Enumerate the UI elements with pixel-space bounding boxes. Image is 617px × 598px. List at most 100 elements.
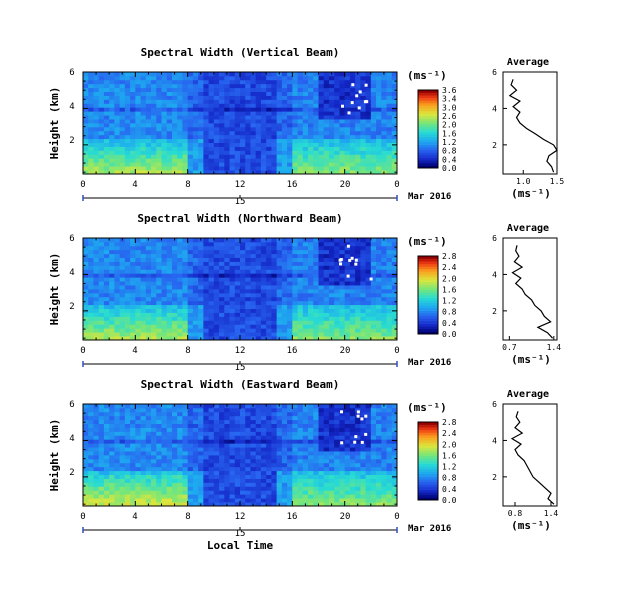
- heatmap-cell: [140, 502, 147, 507]
- heatmap-cell: [287, 107, 293, 112]
- heatmap-cell: [339, 447, 346, 452]
- heatmap-cell: [255, 257, 262, 262]
- heatmap-cell: [166, 336, 173, 341]
- heatmap-cell: [219, 466, 225, 472]
- heatmap-cell: [255, 320, 262, 325]
- heatmap-cell: [114, 419, 121, 425]
- heatmap-cell: [130, 490, 136, 495]
- heatmap-cell: [224, 407, 230, 413]
- heatmap-cell: [386, 245, 393, 251]
- heatmap-cell: [192, 253, 199, 259]
- heatmap-cell: [234, 439, 241, 444]
- colorbar-frame: [417, 89, 439, 169]
- heatmap-cell: [156, 150, 162, 155]
- heatmap-cell: [255, 170, 262, 175]
- heatmap-cell: [229, 304, 236, 310]
- heatmap-cell: [260, 443, 267, 448]
- heatmap-cell: [156, 115, 162, 120]
- heatmap-cell: [386, 119, 393, 124]
- heatmap-cell: [344, 312, 351, 317]
- heatmap-cell: [245, 455, 251, 460]
- heatmap-cell: [192, 470, 199, 476]
- heatmap-cell: [219, 407, 225, 413]
- heatmap-cell: [234, 115, 241, 120]
- heatmap-cell: [287, 273, 293, 278]
- heatmap-cell: [166, 158, 173, 163]
- heatmap-cell: [234, 269, 241, 274]
- heatmap-cell: [219, 431, 225, 436]
- heatmap-cell: [103, 443, 110, 448]
- heatmap-cell: [255, 316, 262, 321]
- heatmap-cell: [177, 423, 183, 428]
- heatmap-cell: [365, 304, 372, 310]
- heatmap-cell: [240, 79, 246, 85]
- heatmap-cell: [109, 451, 115, 456]
- heatmap-cell: [119, 324, 126, 329]
- heatmap-cell: [391, 150, 398, 155]
- heatmap-cell: [255, 486, 262, 491]
- heatmap-cell: [328, 308, 335, 313]
- heatmap-cell: [187, 142, 194, 147]
- heatmap-cell: [344, 498, 351, 503]
- heatmap-cell: [381, 407, 387, 413]
- heatmap-cell: [156, 490, 162, 495]
- heatmap-cell: [318, 87, 325, 93]
- heatmap-cell: [245, 439, 251, 444]
- heatmap-cell: [339, 87, 346, 93]
- heatmap-cell: [88, 490, 94, 495]
- heatmap-cell: [130, 435, 136, 440]
- heatmap-cell: [376, 466, 382, 472]
- heatmap-cell: [250, 490, 257, 495]
- heatmap-cell: [339, 249, 346, 255]
- heatmap-cell: [145, 439, 152, 444]
- heatmap-cell: [229, 466, 236, 472]
- heatmap-cell: [83, 431, 89, 436]
- heatmap-cell: [287, 324, 293, 329]
- heatmap-cell: [339, 123, 346, 128]
- heatmap-cell: [192, 83, 199, 89]
- heatmap-cell: [151, 150, 157, 155]
- heatmap-cell: [255, 253, 262, 259]
- heatmap-cell: [166, 99, 173, 104]
- heatmap-cell: [130, 482, 136, 487]
- heatmap-cell: [219, 119, 225, 124]
- heatmap-cell: [376, 253, 382, 259]
- heatmap-cell: [124, 138, 131, 144]
- heatmap-cell: [302, 415, 309, 421]
- heatmap-cell: [213, 300, 220, 306]
- heatmap-cell: [313, 498, 319, 503]
- heatmap-cell: [93, 415, 100, 421]
- heatmap-cell: [250, 312, 257, 317]
- heatmap-cell: [308, 134, 314, 140]
- heatmap-cell: [376, 158, 382, 163]
- heatmap-cell: [323, 95, 330, 100]
- heatmap-cell: [109, 79, 115, 85]
- heatmap-cell: [192, 320, 199, 325]
- heatmap-cell: [245, 435, 251, 440]
- heatmap-cell: [281, 443, 288, 448]
- heatmap-cell: [370, 324, 377, 329]
- heatmap-cell: [187, 95, 194, 100]
- heatmap-cell: [255, 415, 262, 421]
- heatmap-cell: [339, 332, 346, 337]
- y-tick-label: 6: [69, 234, 74, 244]
- heatmap-cell: [250, 245, 257, 251]
- heatmap-cell: [156, 285, 162, 290]
- heatmap-cell: [245, 502, 251, 507]
- heatmap-cell: [381, 119, 387, 124]
- heatmap-cell: [355, 466, 361, 472]
- heatmap-cell: [145, 482, 152, 487]
- heatmap-cell: [234, 324, 241, 329]
- heatmap-cell: [323, 447, 330, 452]
- heatmap-cell: [323, 257, 330, 262]
- heatmap-cell: [103, 162, 110, 167]
- heatmap-cell: [161, 285, 168, 290]
- heatmap-cell: [370, 241, 377, 247]
- heatmap-cell: [260, 107, 267, 112]
- heatmap-cell: [88, 79, 94, 85]
- heatmap-cell: [339, 281, 346, 286]
- heatmap-cell: [145, 75, 152, 81]
- heatmap-cell: [313, 166, 319, 171]
- heatmap-cell: [145, 83, 152, 89]
- heatmap-cell: [334, 336, 340, 341]
